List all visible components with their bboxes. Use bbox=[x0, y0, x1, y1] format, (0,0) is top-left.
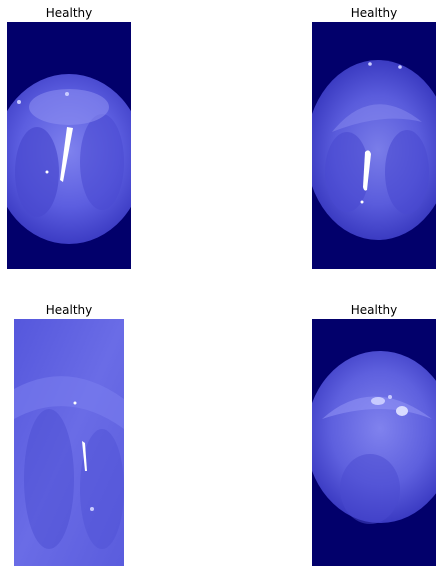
laryngoscopy-image bbox=[312, 319, 436, 566]
panel-title: Healthy bbox=[45, 303, 93, 317]
laryngoscopy-image bbox=[312, 22, 436, 269]
panel-title: Healthy bbox=[350, 303, 398, 317]
panel-title: Healthy bbox=[45, 6, 93, 20]
laryngoscopy-image bbox=[14, 319, 124, 566]
panel-title: Healthy bbox=[350, 6, 398, 20]
laryngoscopy-image bbox=[7, 22, 131, 269]
